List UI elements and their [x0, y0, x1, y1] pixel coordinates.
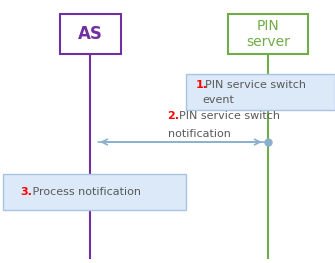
Text: AS: AS: [78, 25, 103, 43]
Text: notification: notification: [168, 129, 231, 139]
Text: PIN service switch: PIN service switch: [205, 80, 306, 90]
FancyBboxPatch shape: [3, 174, 186, 210]
Text: event: event: [203, 95, 234, 105]
Text: PIN
server: PIN server: [246, 19, 290, 49]
FancyBboxPatch shape: [60, 14, 121, 54]
Text: 3.: 3.: [20, 187, 32, 197]
FancyBboxPatch shape: [186, 74, 335, 110]
Text: 2.: 2.: [167, 111, 179, 121]
FancyBboxPatch shape: [228, 14, 308, 54]
Text: 1.: 1.: [196, 80, 208, 90]
Text: Process notification: Process notification: [29, 187, 141, 197]
Text: PIN service switch: PIN service switch: [179, 111, 280, 121]
